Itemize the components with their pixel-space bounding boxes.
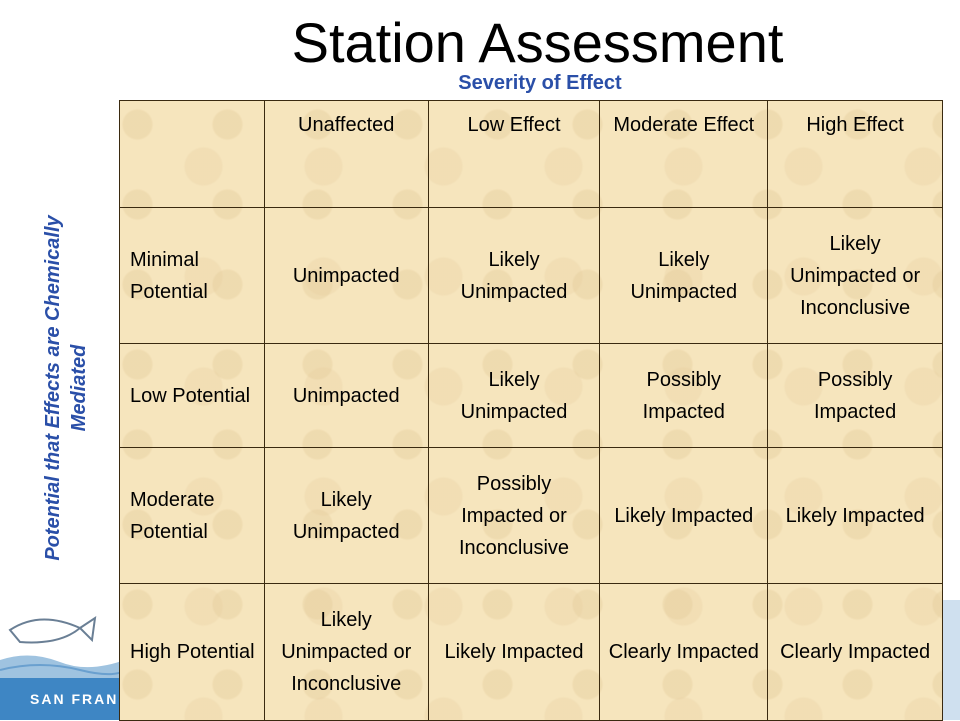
table-row: Low Potential Unimpacted Likely Unimpact… bbox=[119, 343, 943, 448]
row-header: Moderate Potential bbox=[119, 447, 265, 584]
table-cell: Clearly Impacted bbox=[767, 583, 943, 721]
table-cell: Clearly Impacted bbox=[599, 583, 769, 721]
column-header: Unaffected bbox=[263, 100, 429, 208]
row-header: High Potential bbox=[119, 583, 265, 721]
assessment-table: Unaffected Low Effect Moderate Effect Hi… bbox=[119, 100, 943, 721]
table-cell: Likely Unimpacted bbox=[263, 447, 429, 584]
table-cell: Likely Impacted bbox=[767, 447, 943, 584]
table-row: Minimal Potential Unimpacted Likely Unim… bbox=[119, 207, 943, 344]
potential-axis-label: Potential that Effects are Chemically Me… bbox=[42, 215, 90, 561]
table-cell: Likely Unimpacted or Inconclusive bbox=[767, 207, 943, 344]
table-cell: Likely Unimpacted bbox=[427, 343, 601, 448]
column-header: Low Effect bbox=[427, 100, 601, 208]
table-row: Moderate Potential Likely Unimpacted Pos… bbox=[119, 447, 943, 584]
table-cell: Possibly Impacted or Inconclusive bbox=[427, 447, 601, 584]
table-cell: Likely Impacted bbox=[427, 583, 601, 721]
severity-axis-label: Severity of Effect bbox=[458, 72, 622, 94]
decorative-band bbox=[942, 600, 960, 720]
header-row: Unaffected Low Effect Moderate Effect Hi… bbox=[119, 100, 943, 208]
column-header: High Effect bbox=[767, 100, 943, 208]
table-cell: Likely Unimpacted or Inconclusive bbox=[263, 583, 429, 721]
row-header: Minimal Potential bbox=[119, 207, 265, 344]
table-cell: Likely Impacted bbox=[599, 447, 769, 584]
table-cell: Possibly Impacted bbox=[599, 343, 769, 448]
table-cell: Likely Unimpacted bbox=[427, 207, 601, 344]
table-cell: Possibly Impacted bbox=[767, 343, 943, 448]
logo-banner: SAN FRANC bbox=[0, 678, 130, 720]
row-header: Low Potential bbox=[119, 343, 265, 448]
table-cell: Likely Unimpacted bbox=[599, 207, 769, 344]
table-row: High Potential Likely Unimpacted or Inco… bbox=[119, 583, 943, 721]
table-cell: Unimpacted bbox=[263, 207, 429, 344]
page-title: Station Assessment bbox=[291, 11, 784, 74]
table-cell: Unimpacted bbox=[263, 343, 429, 448]
column-header: Moderate Effect bbox=[599, 100, 769, 208]
corner-cell bbox=[119, 100, 265, 208]
